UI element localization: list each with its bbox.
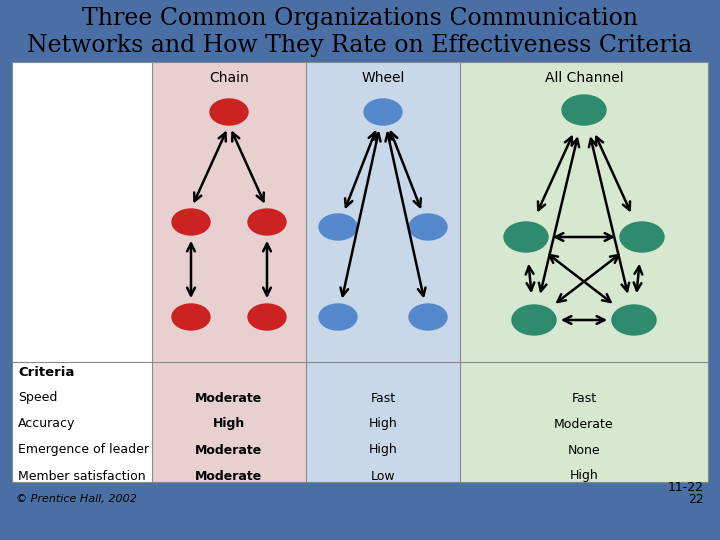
Ellipse shape <box>409 214 447 240</box>
Text: None: None <box>567 443 600 456</box>
Ellipse shape <box>562 95 606 125</box>
Text: Moderate: Moderate <box>195 469 263 483</box>
Text: Chain: Chain <box>209 71 249 85</box>
Text: Moderate: Moderate <box>554 417 614 430</box>
Text: Speed: Speed <box>18 392 58 404</box>
Text: High: High <box>369 417 397 430</box>
Ellipse shape <box>409 304 447 330</box>
Text: Member satisfaction: Member satisfaction <box>18 469 145 483</box>
Text: High: High <box>369 443 397 456</box>
Ellipse shape <box>512 305 556 335</box>
FancyBboxPatch shape <box>460 362 708 482</box>
Text: Moderate: Moderate <box>195 443 263 456</box>
Ellipse shape <box>504 222 548 252</box>
FancyBboxPatch shape <box>460 62 708 362</box>
Text: Wheel: Wheel <box>361 71 405 85</box>
Ellipse shape <box>172 209 210 235</box>
FancyBboxPatch shape <box>306 62 460 362</box>
Ellipse shape <box>172 304 210 330</box>
FancyBboxPatch shape <box>12 62 708 482</box>
Ellipse shape <box>319 304 357 330</box>
Text: Fast: Fast <box>370 392 395 404</box>
Ellipse shape <box>364 99 402 125</box>
Text: Three Common Organizations Communication
Networks and How They Rate on Effective: Three Common Organizations Communication… <box>27 7 693 57</box>
Text: Moderate: Moderate <box>195 392 263 404</box>
Ellipse shape <box>248 304 286 330</box>
Text: High: High <box>570 469 598 483</box>
Ellipse shape <box>210 99 248 125</box>
Ellipse shape <box>248 209 286 235</box>
Ellipse shape <box>612 305 656 335</box>
Text: 22: 22 <box>688 493 704 506</box>
Text: All Channel: All Channel <box>545 71 624 85</box>
Ellipse shape <box>620 222 664 252</box>
Text: Accuracy: Accuracy <box>18 417 76 430</box>
Ellipse shape <box>319 214 357 240</box>
Text: Criteria: Criteria <box>18 366 74 379</box>
Text: Emergence of leader: Emergence of leader <box>18 443 149 456</box>
FancyBboxPatch shape <box>306 362 460 482</box>
Text: 11-22: 11-22 <box>668 481 704 494</box>
Text: Fast: Fast <box>572 392 597 404</box>
Text: Low: Low <box>371 469 395 483</box>
Text: High: High <box>213 417 245 430</box>
Text: © Prentice Hall, 2002: © Prentice Hall, 2002 <box>16 494 137 504</box>
FancyBboxPatch shape <box>152 362 306 482</box>
FancyBboxPatch shape <box>152 62 306 362</box>
